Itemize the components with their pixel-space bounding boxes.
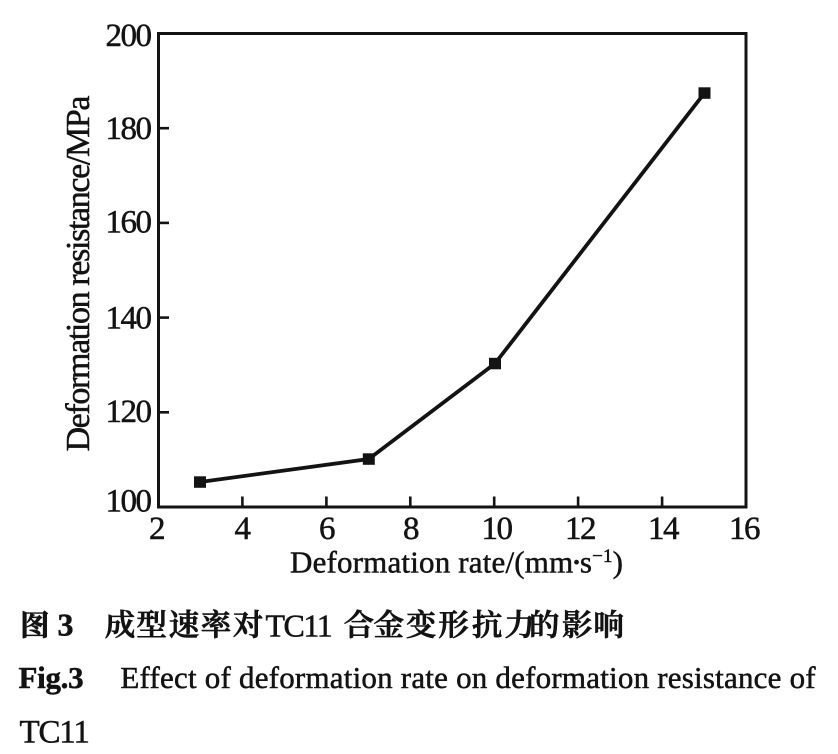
svg-text:14: 14: [648, 511, 679, 547]
svg-text:6: 6: [319, 511, 335, 547]
svg-text:180: 180: [106, 111, 152, 147]
svg-text:Effect of deformation rate on: Effect of deformation rate on deformatio…: [120, 660, 816, 695]
svg-text:16: 16: [729, 511, 760, 547]
svg-text:Deformation resistance/MPa: Deformation resistance/MPa: [60, 96, 97, 452]
svg-text:TC11: TC11: [20, 715, 89, 751]
svg-text:160: 160: [106, 204, 152, 240]
svg-text:3: 3: [58, 607, 74, 643]
svg-text:TC11: TC11: [266, 608, 332, 644]
svg-text:Deformation rate/(mm•s−1): Deformation rate/(mm•s−1): [290, 545, 623, 580]
svg-text:Fig.3: Fig.3: [19, 660, 84, 695]
svg-text:2: 2: [149, 511, 164, 547]
svg-text:120: 120: [106, 394, 152, 430]
svg-text:140: 140: [106, 300, 152, 336]
svg-text:10: 10: [482, 511, 513, 547]
svg-text:4: 4: [235, 511, 251, 547]
svg-text:100: 100: [106, 484, 152, 520]
svg-text:8: 8: [403, 511, 419, 547]
svg-text:200: 200: [106, 18, 152, 54]
svg-text:12: 12: [565, 511, 595, 547]
